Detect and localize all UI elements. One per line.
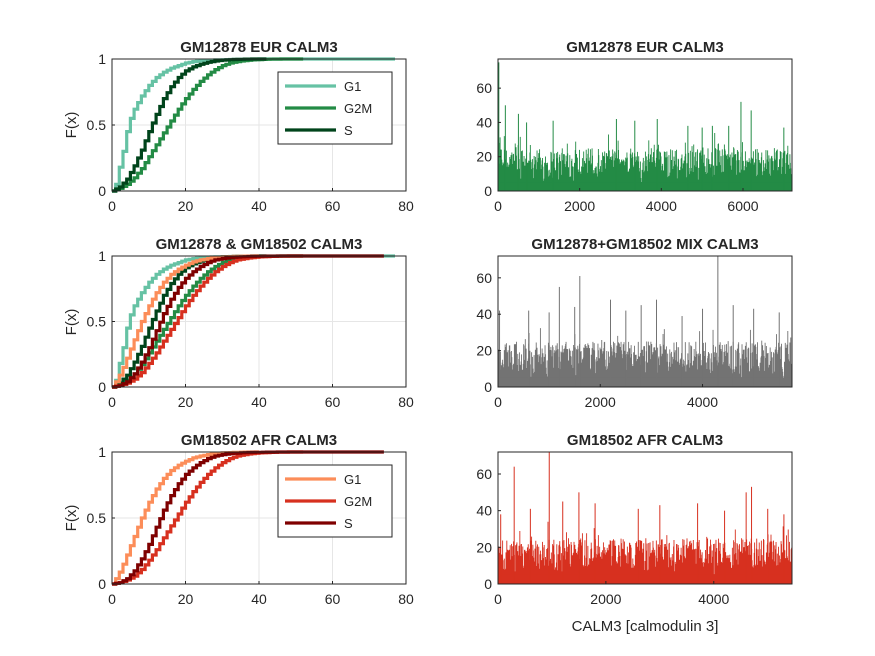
x-tick-label: 0 [108, 198, 116, 214]
y-tick-label: 1 [98, 444, 106, 460]
axes-frame [497, 58, 793, 192]
x-tick-label: 2000 [585, 394, 616, 410]
x-tick-label: 0 [494, 591, 502, 607]
axes-frame [497, 451, 793, 585]
x-tick-label: 0 [494, 394, 502, 410]
y-tick-label: 20 [476, 149, 492, 165]
y-tick-label: 0.5 [87, 314, 107, 330]
legend-label: S [344, 123, 353, 138]
y-tick-label: 60 [476, 466, 492, 482]
panel-ecdf-afr: GM18502 AFR CALM3 F(x) 0 20 40 60 8000.51G1G… [63, 432, 414, 607]
legend-label: S [344, 516, 353, 531]
legend: G1 G2M S [277, 464, 393, 538]
y-tick-label: 60 [476, 80, 492, 96]
x-tick-label: 2000 [564, 198, 595, 214]
y-tick-label: 0 [98, 183, 106, 199]
y-tick-label: 0.5 [87, 510, 107, 526]
axes-frame [497, 255, 793, 388]
x-tick-label: 20 [178, 394, 194, 410]
panel-ecdf-eur: GM12878 EUR CALM3 F(x) 0 20 40 60 8000.51G1G… [63, 39, 414, 214]
panel-title: GM12878+GM18502 MIX CALM3 [531, 236, 758, 253]
legend: G1 G2M S [277, 71, 393, 145]
x-tick-label: 80 [398, 198, 414, 214]
x-tick-label: 40 [251, 591, 267, 607]
x-tick-label: 20 [178, 591, 194, 607]
x-tick-label: 80 [398, 591, 414, 607]
panel-title: GM12878 & GM18502 CALM3 [156, 236, 363, 253]
y-tick-label: 0 [484, 379, 492, 395]
panel-counts-mix: GM12878+GM18502 MIX CALM3 0 2000 4000 0 20 40… [476, 236, 793, 410]
y-tick-label: 20 [476, 343, 492, 359]
panel-ecdf-combined: GM12878 & GM18502 CALM3 F(x) 0 20 40 60 80 0 0… [63, 236, 414, 410]
y-tick-label: 40 [476, 503, 492, 519]
panel-title: GM12878 EUR CALM3 [566, 39, 724, 56]
x-tick-label: 4000 [687, 394, 718, 410]
y-axis-label: F(x) [63, 505, 80, 532]
x-tick-label: 4000 [698, 591, 729, 607]
x-tick-label: 0 [108, 591, 116, 607]
y-axis-label: F(x) [63, 309, 80, 336]
x-tick-label: 0 [108, 394, 116, 410]
y-tick-label: 0 [484, 576, 492, 592]
y-tick-label: 60 [476, 270, 492, 286]
x-tick-label: 60 [325, 198, 341, 214]
x-tick-label: 2000 [590, 591, 621, 607]
y-tick-label: 20 [476, 539, 492, 555]
x-tick-label: 60 [325, 591, 341, 607]
panel-title: GM18502 AFR CALM3 [181, 432, 337, 449]
count-bars-base [498, 377, 792, 387]
legend-label: G1 [344, 472, 361, 487]
x-tick-label: 4000 [646, 198, 677, 214]
panel-counts-eur: GM12878 EUR CALM3 0 2000 4000 6000 0 20 40 60 [476, 39, 793, 214]
legend-label: G1 [344, 79, 361, 94]
count-bars-base [498, 574, 792, 584]
panel-title: GM12878 EUR CALM3 [180, 39, 338, 56]
legend-label: G2M [344, 101, 372, 116]
x-tick-label: 6000 [727, 198, 758, 214]
y-tick-label: 0 [98, 576, 106, 592]
y-tick-label: 1 [98, 248, 106, 264]
y-tick-label: 0.5 [87, 117, 107, 133]
count-bars-base [498, 182, 792, 191]
x-tick-label: 40 [251, 198, 267, 214]
panel-title: GM18502 AFR CALM3 [567, 432, 723, 449]
y-tick-label: 40 [476, 114, 492, 130]
y-axis-label: F(x) [63, 112, 80, 139]
y-tick-label: 40 [476, 306, 492, 322]
x-tick-label: 80 [398, 394, 414, 410]
x-tick-label: 0 [494, 198, 502, 214]
legend-label: G2M [344, 494, 372, 509]
y-tick-label: 0 [98, 379, 106, 395]
y-tick-label: 1 [98, 51, 106, 67]
x-axis-label: CALM3 [calmodulin 3] [572, 618, 719, 635]
panel-counts-afr: GM18502 AFR CALM3 CALM3 [calmodulin 3] 0… [476, 432, 793, 635]
x-tick-label: 20 [178, 198, 194, 214]
x-tick-label: 60 [325, 394, 341, 410]
y-tick-label: 0 [484, 183, 492, 199]
series-line [112, 57, 267, 193]
x-tick-label: 40 [251, 394, 267, 410]
